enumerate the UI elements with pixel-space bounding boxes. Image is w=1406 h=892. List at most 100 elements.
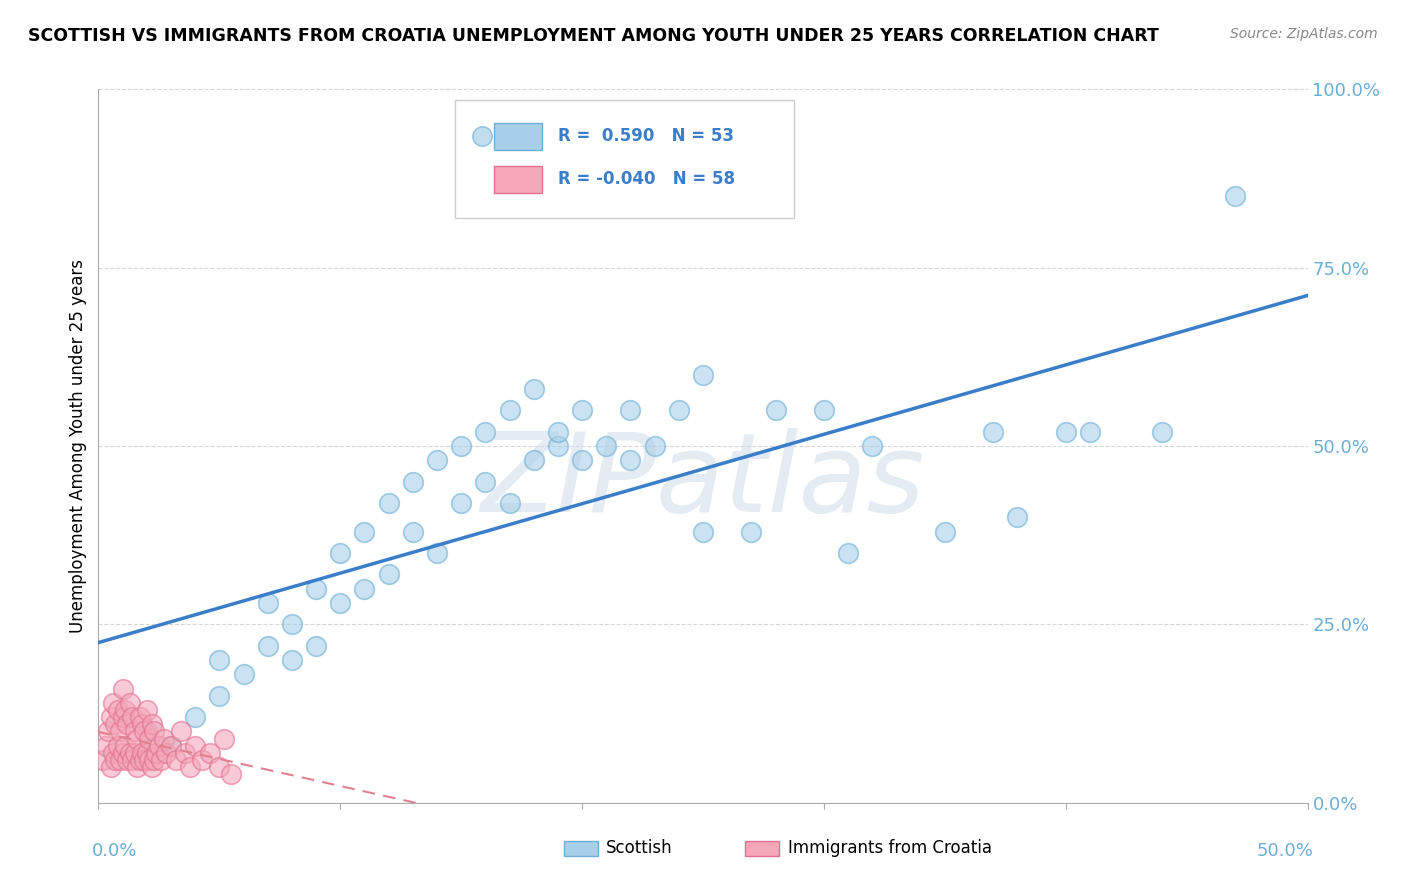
Point [145, 746, 167, 760]
Point [377, 567, 399, 582]
Point [860, 439, 883, 453]
Point [498, 496, 520, 510]
Point [111, 681, 134, 696]
Point [100, 710, 122, 724]
Point [571, 403, 593, 417]
Point [179, 760, 201, 774]
Point [281, 653, 304, 667]
Point [402, 524, 425, 539]
Point [165, 753, 187, 767]
Point [135, 746, 157, 760]
Point [740, 524, 762, 539]
Point [91, 753, 114, 767]
Point [619, 403, 641, 417]
Point [305, 582, 328, 596]
Point [143, 753, 166, 767]
Point [118, 696, 141, 710]
Point [765, 403, 787, 417]
Point [692, 368, 714, 382]
Point [152, 731, 174, 746]
Point [221, 767, 243, 781]
Point [108, 753, 131, 767]
Point [837, 546, 859, 560]
Point [131, 746, 153, 760]
Point [1054, 425, 1077, 439]
Text: 0.0%: 0.0% [93, 842, 138, 860]
Bar [564, 840, 598, 856]
Point [571, 453, 593, 467]
Bar [745, 840, 779, 856]
Point [353, 582, 375, 596]
Point [305, 639, 328, 653]
Point [256, 596, 278, 610]
Point [474, 425, 496, 439]
Point [143, 724, 166, 739]
Point [668, 403, 690, 417]
Point [138, 731, 160, 746]
Point [692, 524, 714, 539]
Point [184, 739, 207, 753]
Point [198, 746, 221, 760]
Point [117, 753, 139, 767]
Point [118, 746, 141, 760]
Point [131, 717, 153, 731]
Point [135, 724, 157, 739]
Point [498, 403, 520, 417]
Point [121, 710, 143, 724]
Point [124, 724, 146, 739]
Text: Scottish: Scottish [606, 839, 673, 857]
Point [138, 753, 160, 767]
Point [256, 639, 278, 653]
Point [104, 717, 127, 731]
Point [124, 746, 146, 760]
Point [281, 617, 304, 632]
Point [547, 439, 569, 453]
Point [100, 760, 122, 774]
Bar [494, 123, 543, 150]
Point [523, 382, 546, 396]
Point [160, 739, 183, 753]
Point [450, 439, 472, 453]
Point [402, 475, 425, 489]
Point [160, 739, 183, 753]
Point [174, 746, 197, 760]
Text: Immigrants from Croatia: Immigrants from Croatia [787, 839, 991, 857]
Point [377, 496, 399, 510]
Point [104, 753, 127, 767]
Point [1152, 425, 1174, 439]
Text: R =  0.590   N = 53: R = 0.590 N = 53 [558, 128, 734, 145]
Point [981, 425, 1004, 439]
FancyBboxPatch shape [456, 100, 793, 218]
Point [101, 696, 124, 710]
Point [934, 524, 956, 539]
Point [169, 724, 191, 739]
Point [111, 746, 134, 760]
Point [1223, 189, 1246, 203]
Point [329, 546, 352, 560]
Text: R = -0.040   N = 58: R = -0.040 N = 58 [558, 170, 735, 188]
Point [111, 710, 134, 724]
Point [141, 760, 163, 774]
Point [547, 425, 569, 439]
Point [107, 703, 129, 717]
Point [1078, 425, 1101, 439]
Point [232, 667, 254, 681]
Point [127, 731, 149, 746]
Point [450, 496, 472, 510]
Point [353, 524, 375, 539]
Point [595, 439, 617, 453]
Text: 50.0%: 50.0% [1257, 842, 1313, 860]
Point [114, 739, 136, 753]
Point [127, 760, 149, 774]
Point [128, 710, 150, 724]
Point [114, 703, 136, 717]
Point [191, 753, 214, 767]
Point [523, 453, 546, 467]
Point [184, 710, 207, 724]
Point [150, 753, 173, 767]
Point [141, 717, 163, 731]
Text: Source: ZipAtlas.com: Source: ZipAtlas.com [1230, 27, 1378, 41]
Point [94, 739, 117, 753]
Point [329, 596, 352, 610]
Point [426, 546, 449, 560]
